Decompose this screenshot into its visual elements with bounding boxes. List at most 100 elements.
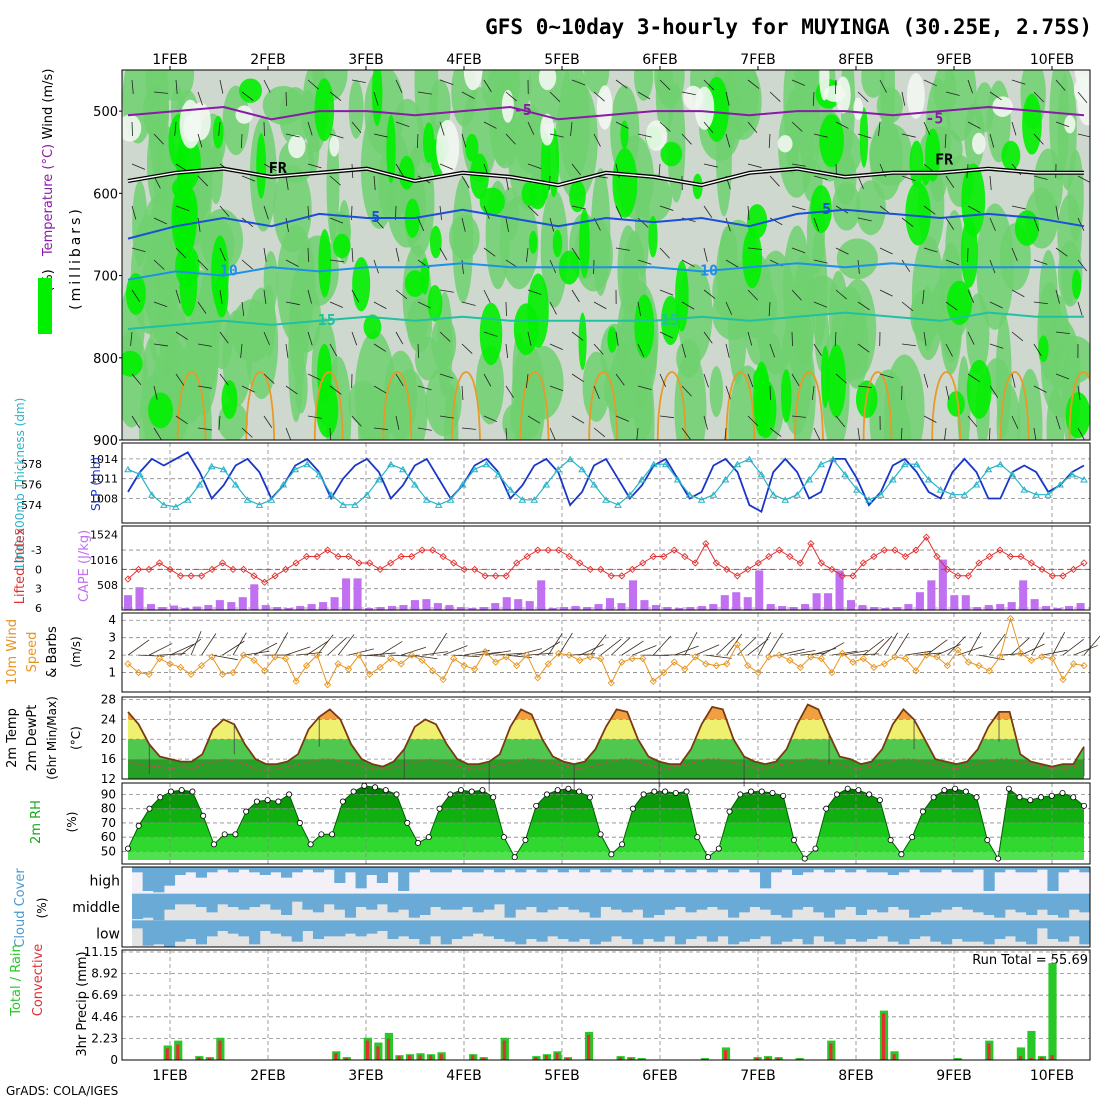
cloud-cell	[802, 867, 814, 873]
rh-legend-swatch	[38, 278, 52, 334]
isotherm-label: 5	[822, 200, 831, 218]
rh-band-moist	[427, 284, 443, 322]
rh-marker	[726, 808, 733, 815]
wind-barb	[725, 385, 731, 400]
wind10m-barb	[873, 636, 893, 656]
rh-band	[354, 331, 396, 440]
page-title: GFS 0~10day 3-hourly for MUYINGA (30.25E…	[485, 15, 1092, 39]
wind10m-marker	[744, 661, 752, 670]
wind-barb	[1033, 175, 1048, 180]
wind-barb	[812, 91, 815, 107]
rh-axis-label-2: (%)	[65, 812, 79, 833]
wind-barb	[525, 373, 529, 388]
thickness-marker	[697, 496, 706, 503]
cloud-cell	[951, 893, 963, 907]
cloud-cell	[142, 920, 154, 946]
rh-marker	[157, 794, 164, 801]
thickness-marker	[578, 465, 586, 473]
lifted-marker	[712, 559, 720, 567]
isotherm-20-loop	[451, 371, 481, 440]
cloud-cell	[983, 920, 995, 945]
wind-barb	[681, 259, 695, 267]
thickness-marker	[255, 501, 264, 508]
wind10m-marker	[765, 653, 773, 661]
thickness-axis-label: 1000-500mb Thickness (dm)	[13, 398, 27, 571]
rh-band-moist	[221, 380, 238, 420]
date-tick-label: 7FEB	[740, 1068, 775, 1084]
lifted-marker	[555, 546, 563, 554]
cape-bar	[984, 605, 993, 610]
wind-barb	[769, 385, 771, 401]
cape-tick-label: 1524	[90, 529, 118, 542]
wind10m-marker	[302, 661, 311, 670]
wind-barb	[615, 79, 628, 89]
cape-bar	[1076, 603, 1085, 610]
wind-barb	[197, 385, 212, 389]
wind10m-marker	[208, 653, 216, 661]
wind10m-barb	[316, 634, 334, 656]
wind10m-marker	[975, 661, 983, 670]
wind10m-marker	[817, 654, 825, 663]
lifted-marker	[922, 533, 931, 541]
pressure-tick-label: 900	[93, 434, 118, 449]
wind10m-marker	[838, 649, 847, 658]
wind-barb	[944, 133, 947, 148]
wind-barb	[241, 427, 253, 438]
wind-barb	[175, 247, 187, 259]
wind10m-barb	[148, 643, 173, 656]
cloud-cell	[898, 867, 910, 873]
wind-barb	[1077, 259, 1088, 272]
wind-barb	[351, 289, 360, 303]
wind10m-barb	[632, 645, 657, 656]
wind10m-barb	[789, 649, 816, 656]
cloud-cell	[962, 893, 974, 910]
cloud-cell	[834, 893, 846, 910]
cloud-cell	[547, 893, 559, 910]
wind10m-barb	[1010, 637, 1030, 656]
wind-barb	[1011, 205, 1026, 210]
wind-barb	[241, 175, 256, 182]
cloud-cell	[132, 920, 144, 929]
cloud-cell	[515, 893, 527, 910]
cloud-cell	[355, 893, 367, 907]
cloud-cell	[451, 867, 463, 870]
rh-marker	[554, 787, 561, 794]
thickness-marker	[410, 481, 419, 488]
thickness-marker	[327, 491, 336, 498]
wind-barb	[703, 247, 708, 262]
cape-bar	[847, 600, 856, 610]
precip-tick-label: 2.23	[91, 1031, 118, 1045]
rh-dry-patch	[436, 119, 460, 176]
wind-barb	[307, 247, 310, 263]
slp-frame	[121, 442, 1091, 524]
wind-barb	[526, 247, 529, 262]
thickness-marker	[924, 475, 933, 483]
lifted-marker	[239, 565, 248, 574]
cape-bar	[651, 605, 660, 610]
wind-barb	[1011, 415, 1019, 429]
wind-barb	[329, 259, 344, 263]
lifted-marker	[376, 565, 384, 574]
wind-barb	[263, 247, 267, 262]
temperature-legend-label: Temperature (°C)	[41, 144, 56, 257]
date-tick-label: 8FEB	[838, 1068, 873, 1084]
rh-band-moist	[634, 294, 655, 359]
wind-barb	[174, 121, 177, 136]
thickness-tick-label: 578	[21, 458, 42, 471]
wind-tick-label: 4	[108, 613, 116, 627]
wind10m-marker	[933, 653, 941, 661]
rh-marker	[769, 789, 776, 796]
wind-barb	[153, 427, 162, 440]
cloud-cell	[174, 920, 186, 942]
cape-bar	[1030, 599, 1039, 610]
rh-band-moist	[527, 273, 549, 348]
cloud-cell	[398, 920, 410, 937]
wind-barb	[681, 343, 687, 358]
cloud-cell	[525, 867, 537, 870]
wind-barb	[439, 163, 454, 170]
temp-tick-label: 20	[101, 732, 116, 746]
cape-bar	[1042, 606, 1051, 610]
wind-barb	[483, 79, 492, 93]
rh-marker	[629, 805, 636, 812]
cloud-cell	[493, 893, 506, 905]
